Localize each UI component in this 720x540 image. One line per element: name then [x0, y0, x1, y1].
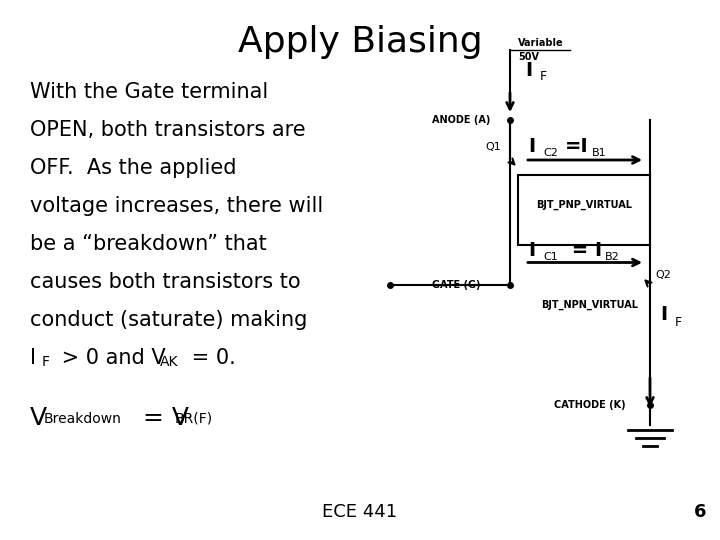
Text: B1: B1: [592, 148, 607, 158]
Text: I: I: [525, 60, 532, 79]
Bar: [518, 175, 650, 245]
Text: > 0 and V: > 0 and V: [55, 348, 166, 368]
Text: Breakdown: Breakdown: [44, 412, 122, 426]
Text: = 0.: = 0.: [185, 348, 235, 368]
Text: I: I: [30, 348, 36, 368]
Text: be a “breakdown” that: be a “breakdown” that: [30, 234, 266, 254]
Text: C2: C2: [543, 148, 558, 158]
Text: 50V: 50V: [518, 52, 539, 62]
Text: With the Gate terminal: With the Gate terminal: [30, 82, 269, 102]
Text: OFF.  As the applied: OFF. As the applied: [30, 158, 236, 178]
Text: F: F: [540, 71, 547, 84]
Text: OPEN, both transistors are: OPEN, both transistors are: [30, 120, 305, 140]
Text: ECE 441: ECE 441: [323, 503, 397, 521]
Text: 6: 6: [694, 503, 706, 521]
Text: Q1: Q1: [485, 142, 500, 152]
Text: GATE (G): GATE (G): [432, 280, 480, 290]
Text: = I: = I: [565, 241, 602, 260]
Text: CATHODE (K): CATHODE (K): [554, 400, 626, 410]
Text: V: V: [30, 406, 47, 430]
Text: ANODE (A): ANODE (A): [432, 115, 490, 125]
Text: I: I: [528, 241, 535, 260]
Text: voltage increases, there will: voltage increases, there will: [30, 196, 323, 216]
Text: Q2: Q2: [655, 270, 671, 280]
Text: conduct (saturate) making: conduct (saturate) making: [30, 310, 307, 330]
Text: BJT_NPN_VIRTUAL: BJT_NPN_VIRTUAL: [541, 300, 639, 310]
Text: BJT_PNP_VIRTUAL: BJT_PNP_VIRTUAL: [536, 200, 632, 210]
Text: Variable: Variable: [518, 38, 564, 48]
Text: =I: =I: [565, 138, 589, 157]
Text: B2: B2: [605, 252, 620, 261]
Text: I: I: [528, 138, 535, 157]
Text: AK: AK: [160, 355, 179, 369]
Text: F: F: [42, 355, 50, 369]
Text: I: I: [660, 306, 667, 325]
Text: causes both transistors to: causes both transistors to: [30, 272, 301, 292]
Text: Apply Biasing: Apply Biasing: [238, 25, 482, 59]
Text: F: F: [675, 315, 682, 328]
Text: BR(F): BR(F): [175, 412, 213, 426]
Text: C1: C1: [543, 252, 558, 261]
Text: = V: = V: [135, 406, 189, 430]
